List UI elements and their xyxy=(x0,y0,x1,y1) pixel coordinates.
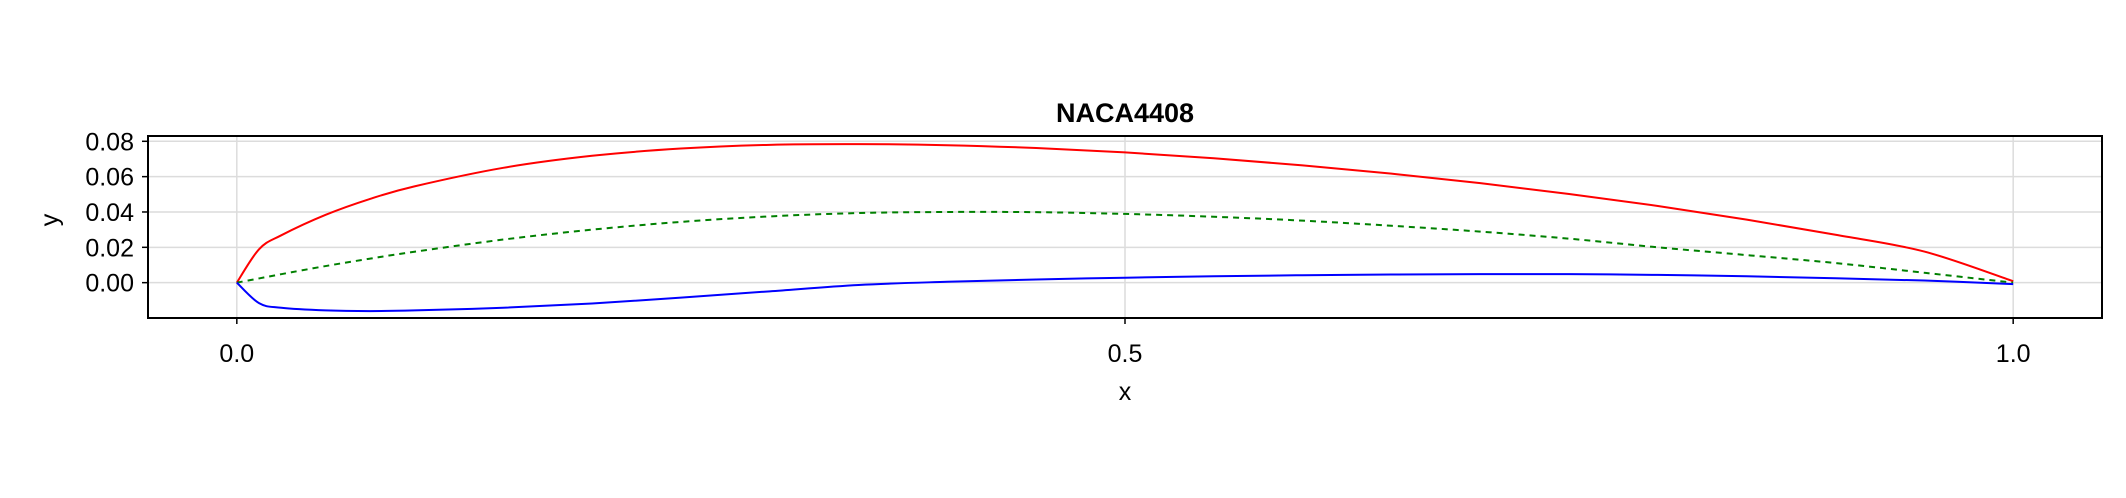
x-tick-label: 1.0 xyxy=(1996,340,2031,368)
grid xyxy=(148,136,2102,318)
x-tick-label: 0.5 xyxy=(1108,340,1143,368)
series-line-1 xyxy=(235,143,2014,284)
y-axis-label: y xyxy=(36,213,64,226)
x-axis-label: x xyxy=(1119,378,1132,406)
y-tick-label: 0.00 xyxy=(85,270,134,298)
series-line-3 xyxy=(236,273,2014,313)
x-tick-label: 0.0 xyxy=(219,340,254,368)
y-tick-label: 0.06 xyxy=(85,164,134,192)
chart-title: NACA4408 xyxy=(1056,98,1194,128)
y-tick-label: 0.02 xyxy=(85,234,134,262)
series-line-2 xyxy=(236,210,2014,284)
ticks: 0.0 0.5 1.0 0.00 0.02 0.04 0.06 0.08 xyxy=(85,128,2030,368)
y-tick-label: 0.04 xyxy=(85,199,134,227)
series-layer xyxy=(235,143,2014,313)
y-tick-label: 0.08 xyxy=(85,128,134,156)
